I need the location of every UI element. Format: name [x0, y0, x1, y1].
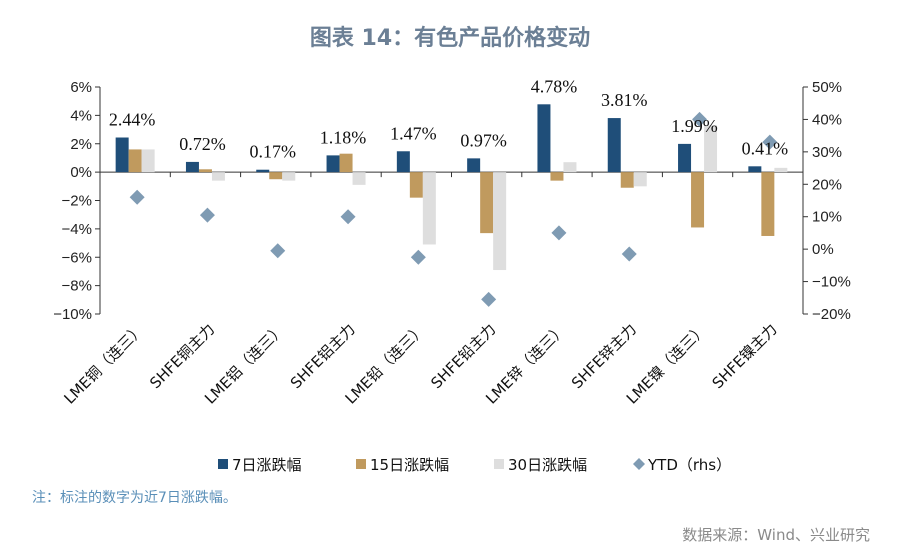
- bar-7d: [185, 161, 199, 173]
- bar-15d: [269, 172, 283, 180]
- ytd-marker: [410, 249, 426, 265]
- bar-15d: [198, 169, 212, 173]
- legend-label: 7日涨跌幅: [232, 456, 302, 474]
- bar-15d: [339, 153, 353, 173]
- bar-7d: [326, 155, 340, 173]
- left-tick-label: −10%: [53, 306, 92, 323]
- left-tick-label: 6%: [70, 79, 92, 96]
- bar-30d: [141, 149, 155, 173]
- left-tick-label: 0%: [70, 164, 92, 181]
- left-tick-label: −6%: [62, 249, 92, 266]
- ytd-marker: [481, 291, 497, 307]
- right-tick-label: 30%: [812, 144, 842, 161]
- bar-30d: [774, 167, 788, 173]
- data-label: 3.81%: [601, 90, 648, 110]
- bar-15d: [128, 149, 142, 173]
- data-label: 1.18%: [320, 127, 367, 147]
- category-label: SHFE铜主力: [146, 320, 218, 392]
- bar-15d: [550, 172, 564, 181]
- ytd-marker: [762, 134, 778, 150]
- bar-30d: [493, 172, 507, 271]
- legend-label: 30日涨跌幅: [508, 456, 587, 474]
- legend-swatch: [218, 459, 228, 469]
- legend-label: 15日涨跌幅: [370, 456, 449, 474]
- data-label: 1.99%: [671, 116, 718, 136]
- ytd-marker: [340, 209, 356, 225]
- left-tick-label: −4%: [62, 221, 92, 238]
- category-label: SHFE锌主力: [568, 320, 640, 392]
- data-label: 0.41%: [742, 138, 789, 158]
- left-tick-label: −8%: [62, 278, 92, 295]
- bar-7d: [396, 151, 410, 173]
- bar-30d: [352, 172, 366, 185]
- category-label: SHFE铝主力: [287, 320, 359, 392]
- data-label: 1.47%: [390, 123, 437, 143]
- footnote: 注：标注的数字为近7日涨跌幅。: [32, 490, 237, 506]
- legend-swatch: [633, 458, 645, 470]
- bar-30d: [704, 125, 718, 173]
- bar-15d: [761, 172, 775, 236]
- legend-swatch: [494, 459, 504, 469]
- right-tick-label: 20%: [812, 176, 842, 193]
- category-label: SHFE铅主力: [427, 320, 499, 392]
- legend-label: YTD（rhs）: [647, 456, 731, 474]
- ytd-marker: [199, 207, 215, 223]
- bar-30d: [633, 172, 647, 187]
- bar-15d: [691, 172, 705, 228]
- bar-7d: [748, 166, 762, 173]
- left-tick-label: −2%: [62, 193, 92, 210]
- ytd-marker: [551, 225, 567, 241]
- bar-30d: [211, 172, 225, 181]
- bar-7d: [115, 137, 129, 173]
- ytd-marker: [692, 111, 708, 127]
- left-tick-label: 2%: [70, 136, 92, 153]
- source-text: 数据来源：Wind、兴业研究: [682, 526, 870, 544]
- ytd-marker: [621, 246, 637, 262]
- right-tick-label: −20%: [812, 306, 851, 323]
- right-tick-label: 10%: [812, 209, 842, 226]
- ytd-marker: [270, 243, 286, 259]
- category-label: LME铜（连三）: [60, 320, 148, 408]
- bar-30d: [282, 172, 296, 181]
- bar-15d: [480, 172, 494, 234]
- bar-30d: [422, 172, 436, 245]
- data-label: 0.17%: [250, 142, 297, 162]
- bar-15d: [620, 172, 634, 188]
- bar-7d: [678, 143, 692, 173]
- data-label: 4.78%: [531, 76, 578, 96]
- bar-7d: [537, 104, 551, 173]
- bar-7d: [256, 169, 270, 173]
- bar-7d: [607, 118, 621, 173]
- right-tick-label: 40%: [812, 111, 842, 128]
- data-label: 0.72%: [179, 134, 226, 154]
- data-label: 2.44%: [109, 110, 156, 130]
- bar-7d: [467, 158, 481, 173]
- right-tick-label: 50%: [812, 79, 842, 96]
- bar-15d: [409, 172, 423, 198]
- legend-swatch: [356, 459, 366, 469]
- right-tick-label: −10%: [812, 274, 851, 291]
- left-tick-label: 4%: [70, 107, 92, 124]
- bar-30d: [563, 162, 577, 173]
- right-tick-label: 0%: [812, 241, 834, 258]
- ytd-marker: [129, 189, 145, 205]
- data-label: 0.97%: [460, 130, 507, 150]
- chart-title: 图表 14：有色产品价格变动: [309, 26, 591, 51]
- category-label: SHFE镍主力: [709, 320, 781, 392]
